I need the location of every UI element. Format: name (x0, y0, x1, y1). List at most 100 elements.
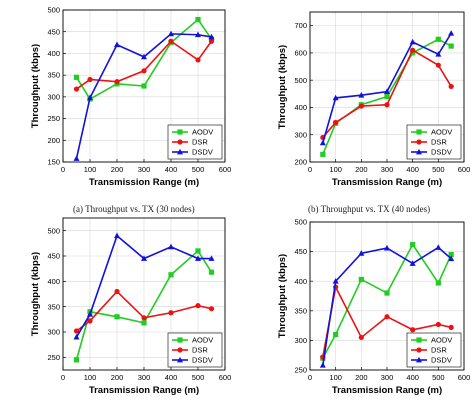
y-tick-label: 700 (294, 21, 307, 30)
data-point-aodv (195, 248, 201, 254)
legend-marker-dsdv (177, 356, 183, 363)
x-tick-label: 200 (111, 373, 124, 382)
x-axis-label: Transmission Range (m) (332, 385, 442, 396)
data-point-aodv (141, 83, 147, 89)
data-point-dsdv (384, 244, 390, 251)
legend-label-dsr: DSR (192, 138, 208, 147)
data-point-dsdv (358, 91, 365, 98)
data-point-dsdv (73, 155, 80, 161)
y-tick-label: 450 (294, 247, 307, 256)
data-point-dsdv (87, 311, 93, 317)
data-point-dsdv (448, 30, 455, 36)
data-point-dsr (168, 38, 174, 44)
data-point-dsr (114, 288, 120, 295)
y-tick-label: 300 (294, 130, 307, 139)
y-tick-label: 400 (47, 277, 60, 286)
data-point-dsdv (141, 255, 147, 261)
y-tick-label: 450 (47, 252, 60, 261)
legend-marker-dsdv (416, 356, 422, 363)
data-point-dsdv (332, 278, 339, 284)
x-axis-label: Transmission Range (m) (89, 177, 199, 188)
data-point-aodv (73, 74, 80, 80)
y-tick-label: 350 (294, 306, 307, 315)
data-point-dsr (333, 119, 339, 126)
data-point-aodv (141, 320, 147, 326)
chart-panel-4: 0 100 200 300 400 500 600 250 300 350 400 450 500 Tra… (277, 218, 470, 396)
legend-label-dsdv: DSDV (192, 356, 213, 365)
x-tick-label: 100 (329, 373, 342, 382)
data-point-dsdv (114, 41, 120, 48)
data-point-aodv (320, 151, 326, 157)
data-point-aodv (410, 50, 416, 56)
data-point-aodv (448, 251, 454, 258)
data-point-dsdv (435, 51, 442, 57)
x-tick-label: 400 (165, 373, 178, 382)
x-tick-label: 300 (381, 165, 394, 174)
y-tick-label: 500 (47, 226, 60, 235)
data-point-dsr (435, 62, 441, 68)
x-tick-label: 400 (406, 373, 419, 382)
data-point-aodv (410, 241, 416, 248)
data-point-aodv (195, 16, 201, 23)
y-tick-label: 600 (294, 49, 307, 58)
y-tick-label: 300 (47, 328, 60, 337)
x-tick-label: 500 (192, 373, 205, 382)
data-point-dsr (87, 318, 93, 324)
data-point-dsdv (208, 255, 215, 261)
x-tick-label: 200 (355, 373, 368, 382)
y-tick-label: 250 (294, 366, 307, 375)
data-point-dsr (208, 306, 215, 312)
y-tick-label: 450 (47, 27, 60, 36)
x-tick-label: 300 (138, 373, 151, 382)
y-axis-label: Throughput (kbps) (30, 252, 41, 336)
y-tick-label: 200 (294, 158, 307, 167)
data-point-dsr (168, 310, 174, 316)
data-point-dsr (73, 328, 80, 334)
data-point-dsr (448, 83, 454, 90)
legend-label-aodv: AODV (431, 128, 452, 137)
data-point-aodv (114, 314, 120, 320)
legend-marker-aodv (416, 337, 422, 343)
data-point-aodv (448, 43, 454, 49)
legend-marker-dsr (177, 347, 183, 353)
x-tick-label: 100 (84, 373, 97, 382)
data-point-dsr (208, 38, 215, 44)
data-point-aodv (168, 272, 174, 278)
data-point-dsdv (409, 260, 416, 266)
panel-caption: (b) Throughput vs. TX (40 nodes) (308, 204, 430, 214)
y-tick-label: 500 (294, 218, 307, 227)
legend-marker-aodv (416, 129, 422, 135)
data-point-dsdv (195, 31, 201, 38)
x-tick-label: 300 (381, 373, 394, 382)
y-axis-label: Throughput (kbps) (30, 44, 41, 128)
data-point-dsdv (208, 33, 215, 40)
data-point-dsdv (114, 232, 120, 239)
x-tick-label: 600 (219, 373, 232, 382)
y-axis-label: Throughput (kbps) (277, 45, 288, 129)
data-point-dsr (358, 103, 364, 109)
data-point-dsdv (358, 250, 365, 256)
y-tick-label: 500 (47, 6, 60, 15)
data-point-dsr (384, 314, 390, 320)
data-point-dsr (448, 324, 454, 330)
x-tick-label: 0 (308, 165, 312, 174)
data-point-dsdv (332, 94, 339, 101)
data-point-aodv (73, 357, 80, 363)
x-tick-label: 500 (432, 373, 445, 382)
y-tick-label: 500 (294, 76, 307, 85)
y-tick-label: 250 (47, 353, 60, 362)
y-tick-label: 200 (47, 136, 60, 145)
legend-marker-dsr (416, 347, 422, 353)
data-point-dsr (141, 68, 147, 74)
data-point-aodv (333, 331, 339, 338)
data-point-dsr (87, 76, 93, 83)
data-point-dsdv (448, 255, 455, 262)
y-tick-label: 300 (294, 336, 307, 345)
x-axis-label: Transmission Range (m) (332, 177, 442, 188)
x-tick-label: 400 (165, 165, 178, 174)
legend-label-dsdv: DSDV (192, 148, 213, 157)
